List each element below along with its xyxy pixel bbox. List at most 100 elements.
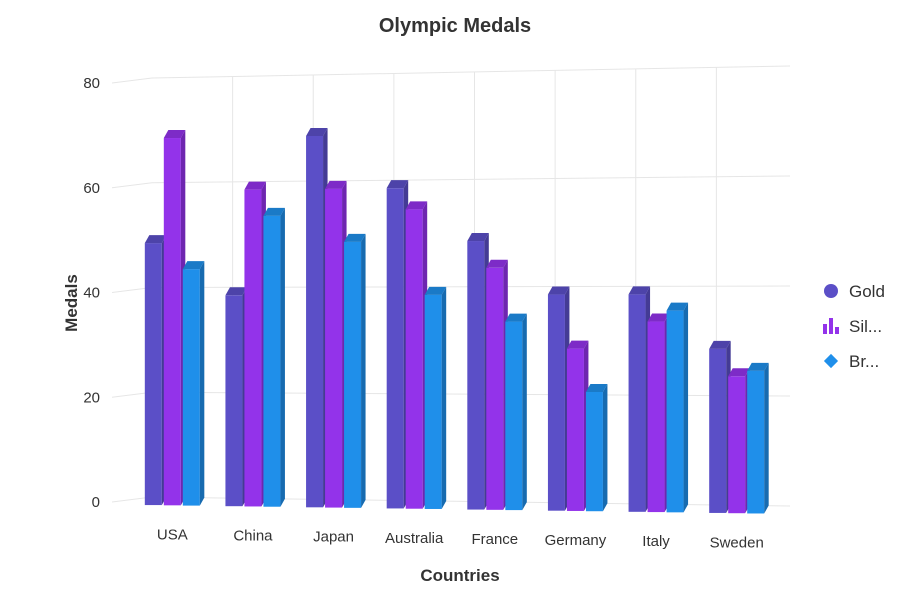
- bar-chart-icon: [823, 318, 839, 334]
- bar-front: [747, 370, 765, 514]
- bar-front: [628, 294, 646, 512]
- x-tick-label: Japan: [313, 529, 354, 546]
- bar-front: [566, 348, 584, 511]
- bar-gold-italy[interactable]: [628, 286, 651, 512]
- bar-gold-usa[interactable]: [144, 235, 167, 506]
- bar-bronze-china[interactable]: [263, 207, 285, 507]
- axis-layer: 0 20 40 60 80 USA China Japan Australia France Ger…: [83, 75, 763, 551]
- bar-front: [325, 188, 343, 508]
- bar-silver-france[interactable]: [486, 259, 508, 510]
- bar-top: [325, 180, 347, 189]
- bar-front: [547, 294, 565, 511]
- bar-top: [566, 340, 589, 349]
- bar-silver-italy[interactable]: [647, 313, 670, 513]
- diamond-icon: [823, 353, 839, 369]
- bar-side: [199, 261, 205, 506]
- chart-title: Olympic Medals: [379, 15, 531, 37]
- bar-top: [728, 368, 750, 377]
- bar-top: [344, 233, 366, 242]
- bar-side: [683, 302, 689, 513]
- x-tick-label: Italy: [642, 533, 670, 550]
- bar-front: [405, 209, 423, 509]
- legend-label: Sil...: [849, 317, 882, 336]
- bar-front: [263, 215, 281, 507]
- bar-top: [306, 127, 328, 136]
- bar-bronze-sweden[interactable]: [747, 362, 769, 514]
- x-axis-title: Countries: [420, 566, 499, 585]
- y-tick-label: 20: [83, 389, 100, 406]
- grid-layer: [111, 65, 791, 507]
- legend-label: Br...: [849, 352, 879, 371]
- legend-label: Gold: [849, 282, 885, 301]
- bar-bronze-australia[interactable]: [424, 286, 447, 509]
- circle-icon: [824, 284, 838, 298]
- x-tick-label: China: [233, 528, 273, 545]
- bar-silver-germany[interactable]: [566, 340, 589, 511]
- bar-silver-sweden[interactable]: [728, 368, 750, 514]
- bar-top: [244, 181, 266, 190]
- bar-top: [163, 130, 186, 139]
- bar-silver-australia[interactable]: [405, 201, 428, 509]
- bar-front: [467, 241, 485, 510]
- bar-top: [405, 201, 428, 210]
- bar-silver-usa[interactable]: [163, 130, 186, 506]
- bar-front: [666, 310, 684, 513]
- bar-top: [709, 340, 731, 349]
- bar-top: [666, 302, 689, 311]
- bar-side: [280, 207, 285, 507]
- legend[interactable]: Gold Sil... Br...: [823, 282, 885, 371]
- bar-bronze-germany[interactable]: [585, 384, 608, 512]
- bar-side: [441, 286, 447, 509]
- bar-front: [244, 189, 262, 507]
- bar-top: [424, 286, 447, 295]
- bar-gold-france[interactable]: [467, 233, 489, 510]
- bar-top: [144, 235, 167, 244]
- bar-top: [628, 286, 651, 295]
- bar-top: [486, 259, 508, 268]
- bar-side: [764, 362, 769, 514]
- x-tick-label: France: [471, 531, 518, 548]
- bar-front: [709, 348, 727, 513]
- gridline-80: [151, 65, 791, 79]
- bar-gold-japan[interactable]: [306, 127, 328, 508]
- bar-silver-china[interactable]: [244, 181, 266, 507]
- bar-front: [424, 294, 442, 509]
- bar-front: [728, 376, 746, 514]
- y-axis-title: Medals: [62, 274, 81, 332]
- bar-gold-germany[interactable]: [547, 286, 570, 511]
- y-tick-label: 60: [83, 180, 100, 197]
- legend-item-silver[interactable]: Sil...: [823, 317, 882, 336]
- legend-item-bronze[interactable]: Br...: [823, 352, 879, 371]
- bar-front: [163, 138, 181, 506]
- bar-bronze-usa[interactable]: [182, 261, 205, 506]
- gridline-60: [151, 175, 791, 184]
- bar-front: [386, 188, 404, 509]
- bar-front: [225, 295, 243, 507]
- bar-front: [505, 321, 523, 511]
- bar-bronze-italy[interactable]: [666, 302, 689, 513]
- bar-front: [585, 392, 603, 512]
- bar-bronze-france[interactable]: [505, 313, 527, 511]
- bar-top: [647, 313, 670, 322]
- x-tick-label: Germany: [545, 532, 607, 549]
- bar-front: [144, 243, 162, 506]
- legend-item-gold[interactable]: Gold: [824, 282, 885, 301]
- bars-layer: [144, 127, 769, 514]
- bar-gold-sweden[interactable]: [709, 340, 731, 513]
- bar-silver-japan[interactable]: [325, 180, 347, 508]
- bar-gold-china[interactable]: [225, 287, 247, 507]
- bar-gold-australia[interactable]: [386, 180, 409, 509]
- gridline-left-80: [111, 77, 153, 84]
- bar-front: [344, 241, 362, 508]
- x-tick-label: USA: [157, 526, 188, 543]
- y-tick-label: 80: [83, 75, 100, 92]
- gridline-left-60: [111, 182, 153, 189]
- y-tick-label: 0: [92, 494, 100, 511]
- bar-front: [486, 267, 504, 510]
- x-tick-label: Australia: [385, 530, 444, 547]
- bar-bronze-japan[interactable]: [344, 233, 366, 508]
- bar-top: [585, 384, 608, 393]
- bar-side: [602, 384, 608, 512]
